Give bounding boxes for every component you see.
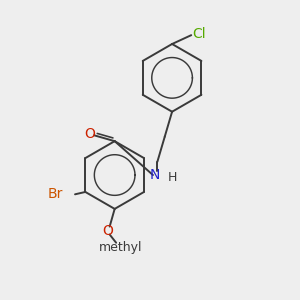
Text: Cl: Cl (193, 27, 206, 41)
Text: O: O (84, 127, 95, 141)
Text: N: N (149, 168, 160, 182)
Text: H: H (168, 171, 177, 184)
Text: Br: Br (48, 187, 63, 201)
Text: O: O (102, 224, 113, 238)
Text: methyl: methyl (99, 241, 142, 254)
